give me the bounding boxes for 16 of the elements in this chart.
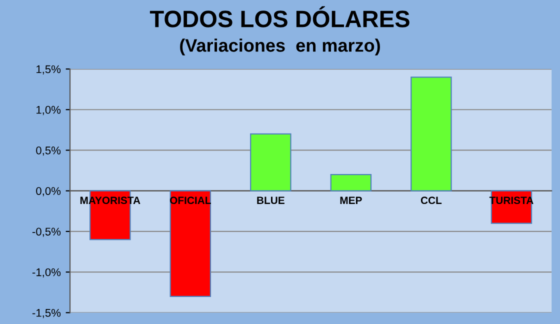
y-tick-label: -1,0%: [32, 268, 61, 278]
x-tick-label: MEP: [340, 196, 362, 204]
chart-subtitle: (Variaciones en marzo): [180, 38, 380, 56]
y-tick-label: 0,0%: [36, 187, 61, 196]
y-tick-label: 1,5%: [36, 65, 61, 74]
chart-title: TODOS LOS DÓLARES: [150, 6, 410, 28]
y-tick-label: 0,5%: [36, 146, 61, 156]
y-tick-label: -0,5%: [32, 228, 61, 237]
bar: [250, 133, 292, 192]
x-tick-label: CCL: [420, 196, 442, 204]
bar: [330, 174, 372, 192]
x-tick-label: BLUE: [257, 196, 284, 204]
y-tick-label: 1,0%: [36, 106, 61, 116]
bar: [410, 76, 452, 192]
bar: [170, 190, 212, 297]
y-tick-label: -1,5%: [32, 308, 61, 318]
